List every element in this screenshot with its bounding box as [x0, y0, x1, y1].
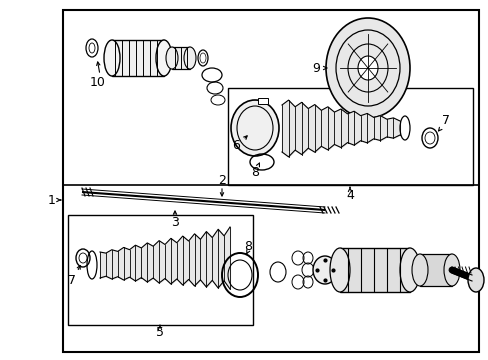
Bar	[112, 40, 163, 76]
Text: 5: 5	[156, 327, 163, 339]
Text: 8: 8	[250, 166, 259, 179]
Ellipse shape	[165, 47, 178, 69]
Ellipse shape	[329, 248, 349, 292]
Bar	[258, 98, 267, 104]
Ellipse shape	[183, 47, 196, 69]
Text: 3: 3	[171, 216, 179, 229]
Text: 4: 4	[346, 189, 353, 202]
Bar	[227, 88, 472, 185]
Text: 8: 8	[244, 239, 251, 252]
Ellipse shape	[104, 40, 120, 76]
Text: 6: 6	[232, 139, 240, 152]
Ellipse shape	[443, 254, 459, 286]
Ellipse shape	[312, 256, 336, 284]
Text: 10: 10	[90, 76, 106, 89]
Ellipse shape	[467, 268, 483, 292]
Bar	[339, 248, 409, 292]
Text: 7: 7	[441, 113, 449, 126]
Bar	[419, 254, 451, 286]
Bar	[68, 215, 252, 325]
Bar	[63, 10, 478, 352]
Bar	[63, 10, 478, 185]
Ellipse shape	[156, 40, 172, 76]
Ellipse shape	[325, 18, 409, 118]
Ellipse shape	[357, 56, 377, 80]
Text: 7: 7	[68, 274, 76, 287]
Text: 9: 9	[311, 62, 319, 75]
Ellipse shape	[230, 100, 279, 156]
Ellipse shape	[399, 248, 419, 292]
Bar	[172, 47, 190, 69]
Text: 2: 2	[218, 174, 225, 186]
Text: 1: 1	[48, 194, 56, 207]
Ellipse shape	[87, 251, 97, 279]
Ellipse shape	[411, 254, 427, 286]
